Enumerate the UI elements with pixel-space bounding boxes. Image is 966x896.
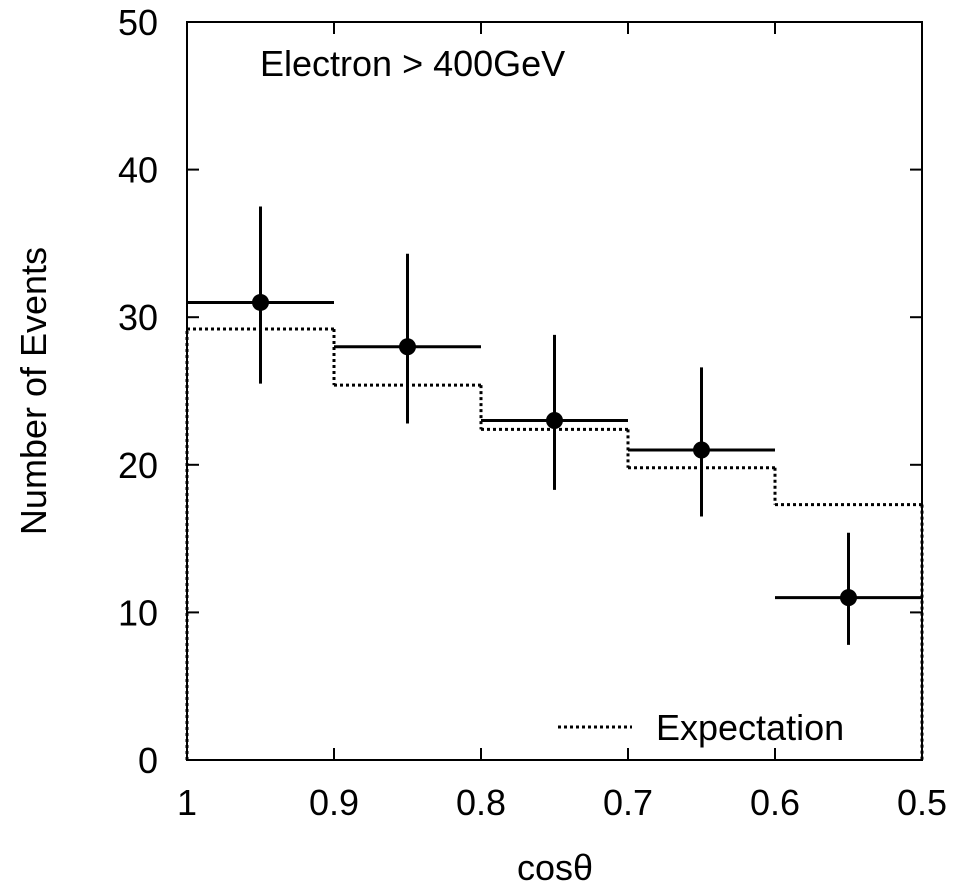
data-points [187, 206, 922, 645]
data-point [693, 441, 710, 459]
x-tick-label: 0.8 [456, 782, 506, 823]
y-tick-label: 20 [118, 445, 158, 486]
x-axis-title: cosθ [517, 847, 593, 888]
x-tick-label: 0.5 [897, 782, 947, 823]
y-tick-label: 10 [118, 592, 158, 633]
y-tick-label: 40 [118, 150, 158, 191]
x-tick-label: 0.9 [309, 782, 359, 823]
x-tick-label: 0.6 [750, 782, 800, 823]
data-point [252, 293, 269, 311]
x-tick-label: 1 [177, 782, 197, 823]
y-tick-label: 50 [118, 2, 158, 43]
y-axis-title: Number of Events [13, 247, 54, 535]
axis-ticks: 1 0.9 0.8 0.7 0.6 0.5 0 10 20 30 40 50 [118, 2, 947, 823]
data-point [399, 338, 416, 356]
chart-annotation: Electron > 400GeV [260, 43, 565, 84]
data-point [840, 589, 857, 607]
y-tick-label: 0 [138, 740, 158, 781]
legend-expectation-label: Expectation [656, 707, 844, 748]
x-tick-label: 0.7 [603, 782, 653, 823]
data-point [546, 412, 563, 430]
y-tick-label: 30 [118, 297, 158, 338]
